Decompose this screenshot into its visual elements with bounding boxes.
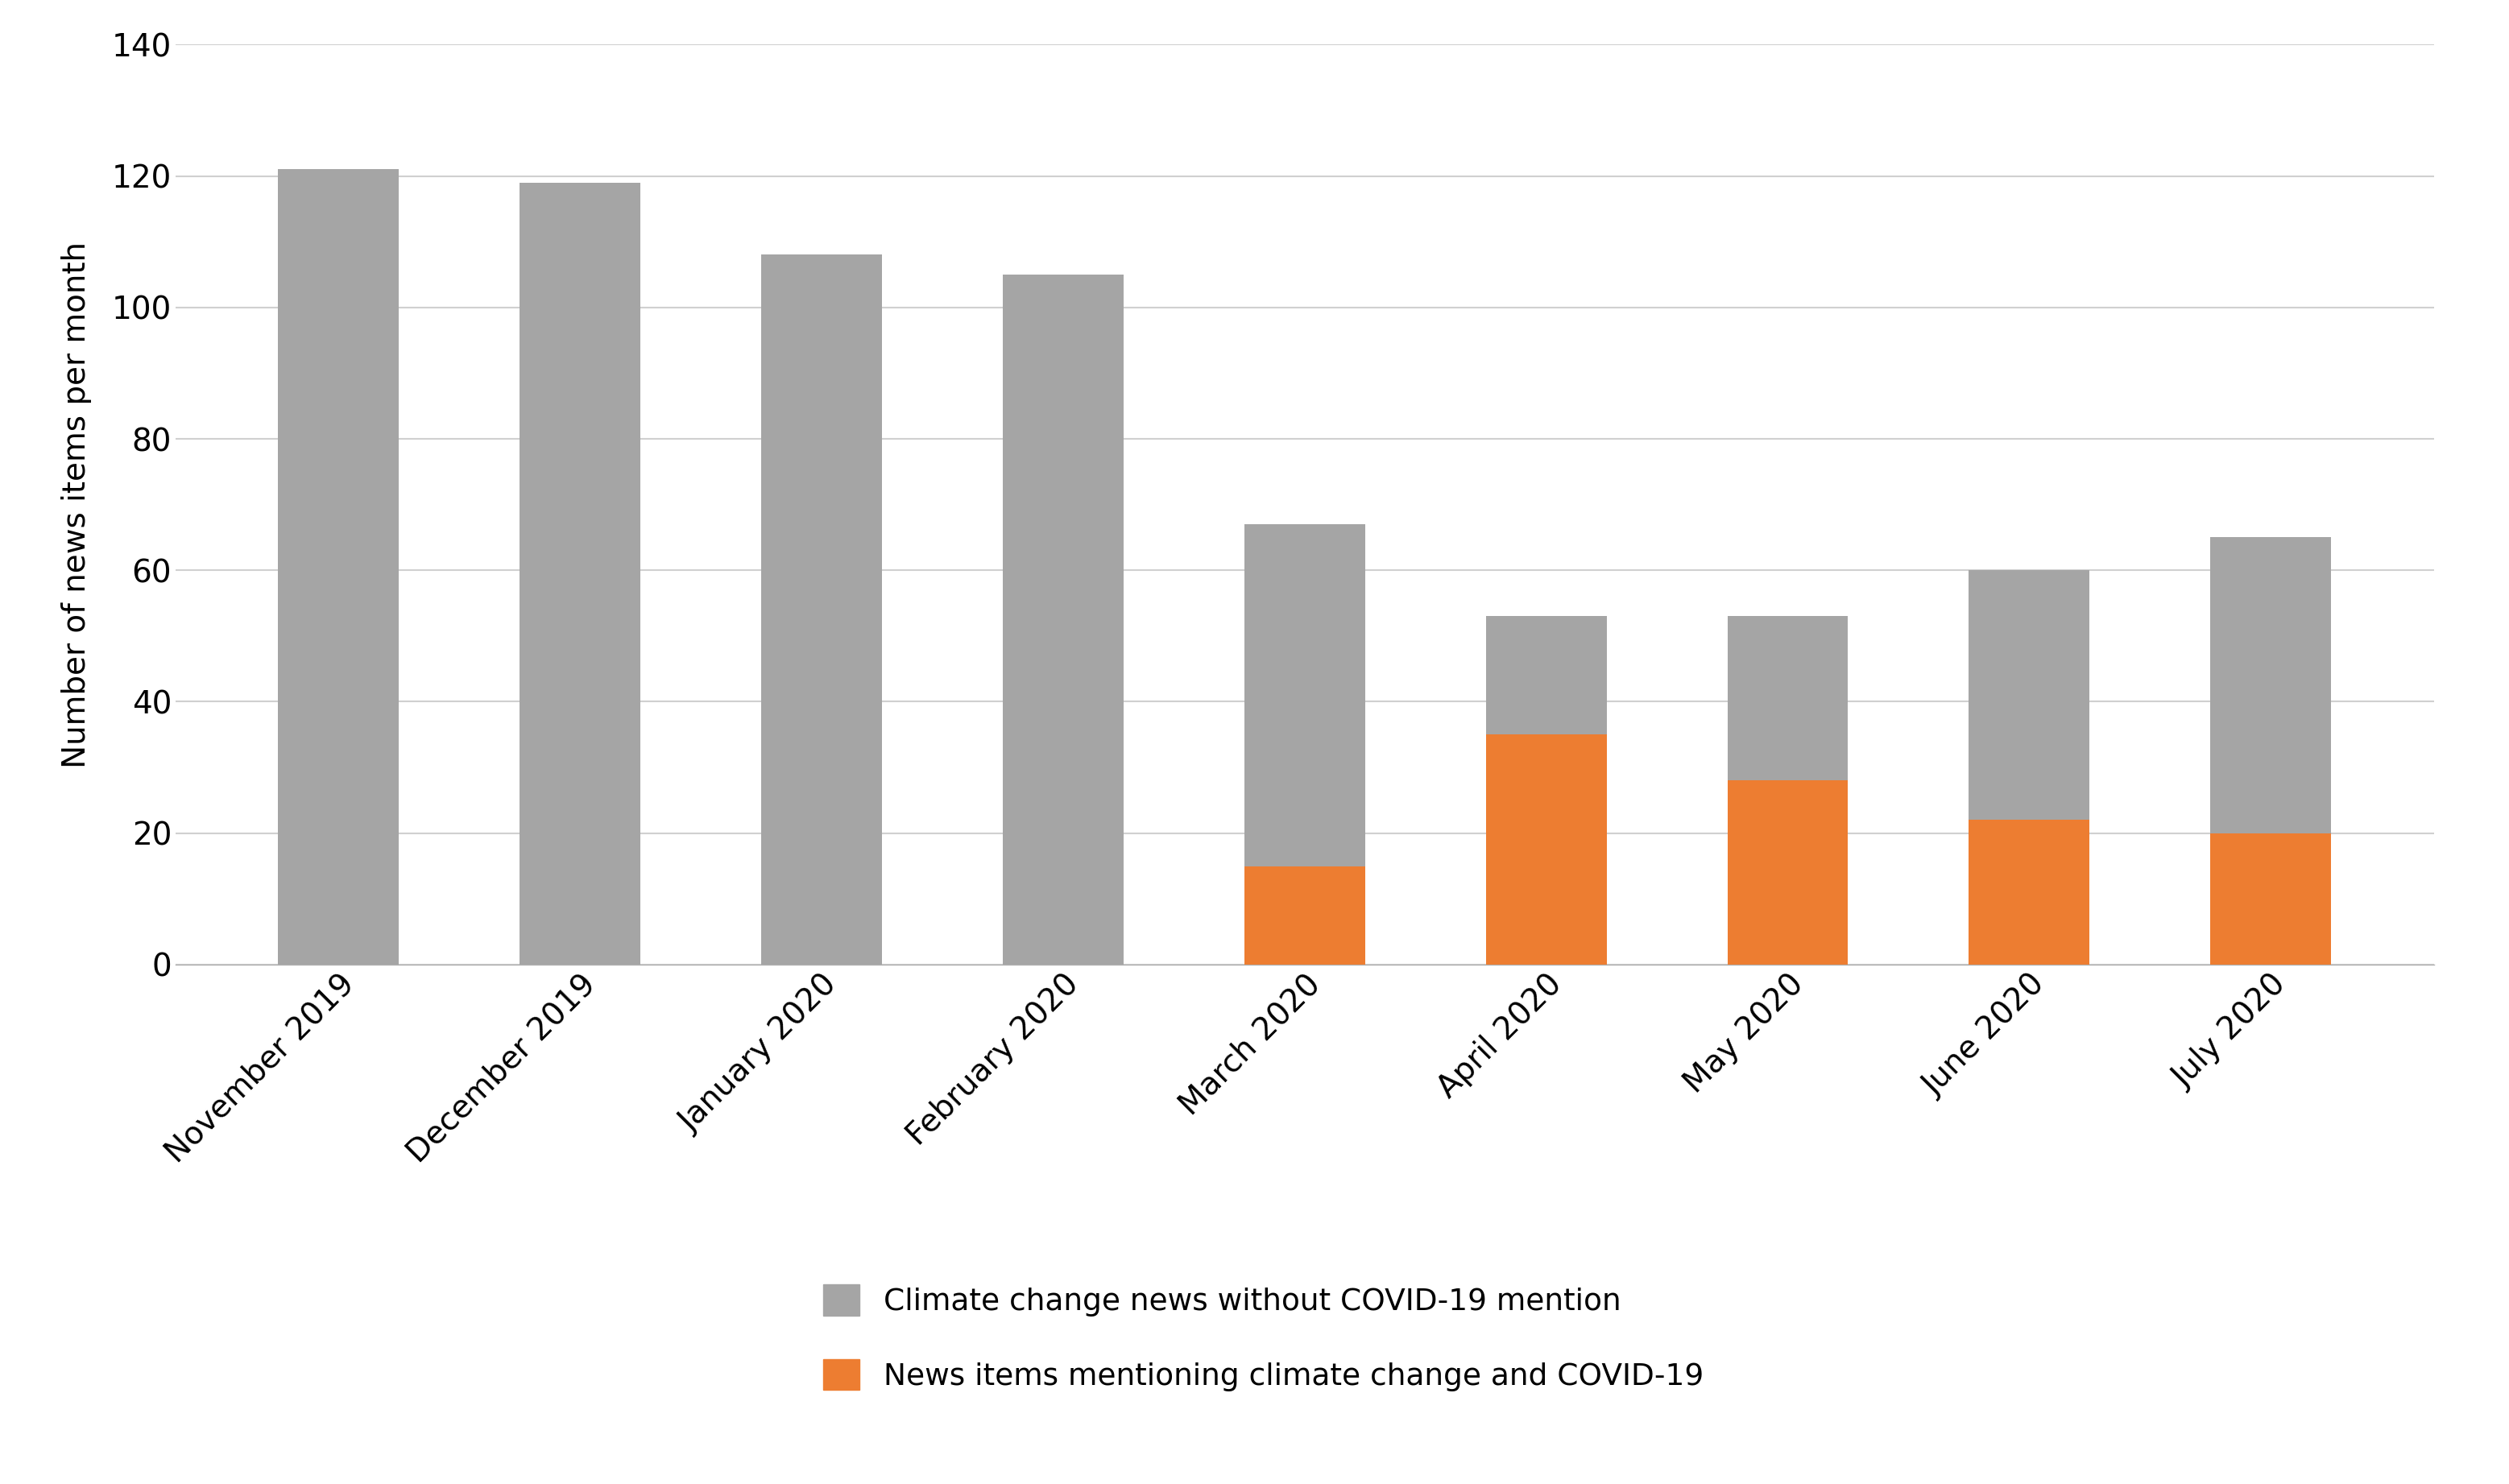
Legend: Climate change news without COVID-19 mention, News items mentioning climate chan: Climate change news without COVID-19 men… bbox=[823, 1285, 1704, 1391]
Bar bbox=[1726, 616, 1849, 781]
Y-axis label: Number of news items per month: Number of news items per month bbox=[60, 242, 93, 767]
Bar bbox=[1244, 867, 1365, 965]
Bar bbox=[519, 183, 640, 965]
Bar bbox=[1244, 524, 1365, 867]
Bar bbox=[1970, 821, 2090, 965]
Bar bbox=[2210, 833, 2331, 965]
Bar bbox=[1970, 570, 2090, 821]
Bar bbox=[1485, 616, 1606, 735]
Bar bbox=[1726, 781, 1849, 965]
Bar bbox=[760, 255, 883, 965]
Bar bbox=[2210, 537, 2331, 833]
Bar bbox=[1485, 735, 1606, 965]
Bar bbox=[278, 169, 399, 965]
Bar bbox=[1004, 275, 1124, 965]
